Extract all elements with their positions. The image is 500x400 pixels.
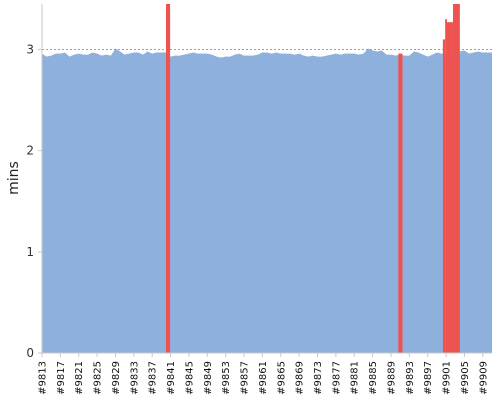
x-tick-label-9821: #9821 bbox=[74, 361, 85, 395]
x-tick-label-9837: #9837 bbox=[148, 361, 159, 395]
axis-layer: 0 1 2 3 #9813 #9817 #9821 #9825 #9829 #9833 #9837 #… bbox=[26, 4, 492, 395]
x-tick-label-9869: #9869 bbox=[295, 361, 306, 395]
x-tick-label-9865: #9865 bbox=[276, 361, 287, 395]
x-tick-label-9901: #9901 bbox=[442, 361, 453, 395]
x-tick-label-9897: #9897 bbox=[423, 361, 434, 395]
spike-5 bbox=[452, 4, 460, 353]
x-tick-label-9833: #9833 bbox=[129, 361, 140, 395]
x-tick-label-9829: #9829 bbox=[111, 361, 122, 395]
spike-0 bbox=[165, 4, 171, 353]
y-tick-label-3: 3 bbox=[26, 43, 34, 57]
spike-1 bbox=[398, 53, 403, 353]
x-tick-label-9861: #9861 bbox=[258, 361, 269, 395]
x-tick-label-9825: #9825 bbox=[93, 361, 104, 395]
y-tick-label-0: 0 bbox=[26, 346, 34, 360]
x-tick-label-9909: #9909 bbox=[478, 361, 489, 395]
x-tick-label-9857: #9857 bbox=[240, 361, 251, 395]
x-tick-label-9849: #9849 bbox=[203, 361, 214, 395]
x-tick-label-9877: #9877 bbox=[331, 361, 342, 395]
x-tick-label-9873: #9873 bbox=[313, 361, 324, 395]
x-tick-label-9905: #9905 bbox=[460, 361, 471, 395]
y-axis-label: mins bbox=[6, 161, 22, 195]
x-tick-label-9885: #9885 bbox=[368, 361, 379, 395]
x-tick-label-9893: #9893 bbox=[405, 361, 416, 395]
area-layer bbox=[42, 48, 492, 353]
x-tick-label-9845: #9845 bbox=[184, 361, 195, 395]
x-tick-label-9841: #9841 bbox=[166, 361, 177, 395]
baseline-area bbox=[42, 48, 492, 353]
spike-3 bbox=[445, 19, 447, 353]
x-tick-label-9813: #9813 bbox=[38, 361, 49, 395]
y-tick-label-2: 2 bbox=[26, 144, 34, 158]
spike-layer bbox=[42, 4, 492, 354]
y-tick-label-1: 1 bbox=[26, 245, 34, 259]
x-tick-label-9853: #9853 bbox=[221, 361, 232, 395]
x-tick-label-9889: #9889 bbox=[386, 361, 397, 395]
spike-4 bbox=[447, 22, 453, 353]
x-tick-label-9881: #9881 bbox=[350, 361, 361, 395]
x-tick-label-9817: #9817 bbox=[56, 361, 67, 395]
spike-2 bbox=[442, 39, 446, 354]
